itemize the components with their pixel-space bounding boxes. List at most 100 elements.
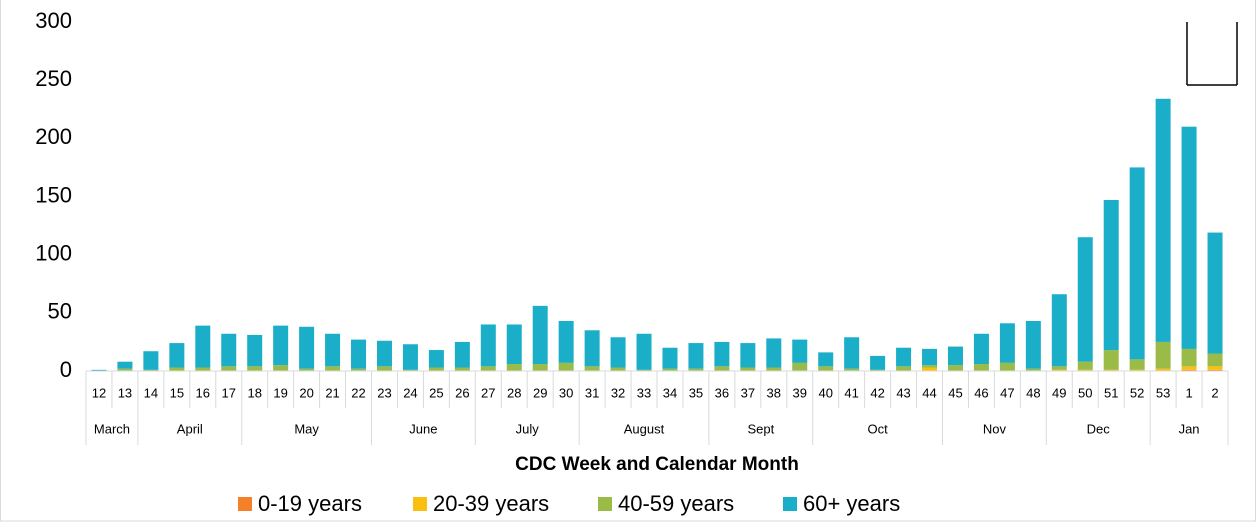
bar-segment <box>454 367 470 371</box>
x-tick-label: 44 <box>922 385 936 400</box>
bar-segment <box>1155 341 1171 369</box>
bar-segment <box>740 367 756 371</box>
x-tick-label: 15 <box>170 385 184 400</box>
bar-segment <box>428 367 444 371</box>
y-tick-label: 250 <box>35 66 72 91</box>
bar-segment <box>947 365 963 371</box>
bar-segment <box>351 339 367 369</box>
bar-segment <box>1207 353 1223 367</box>
bar-segment <box>221 366 237 371</box>
bar-segment <box>1077 361 1093 370</box>
x-tick-label: 33 <box>637 385 651 400</box>
bar-segment <box>558 320 574 363</box>
bar-segment <box>532 305 548 365</box>
x-tick-label: 47 <box>1000 385 1014 400</box>
bar-segment <box>1207 366 1223 370</box>
bar-segment <box>1207 232 1223 354</box>
bar-segment <box>1155 98 1171 342</box>
x-tick-label: 46 <box>974 385 988 400</box>
bar-segment <box>688 368 704 371</box>
bar-segment <box>480 366 496 371</box>
x-tick-label: 52 <box>1130 385 1144 400</box>
bar-segment <box>870 355 886 370</box>
x-group-label: Sept <box>747 421 774 436</box>
bar-segment <box>584 330 600 367</box>
bar-segment <box>325 333 341 367</box>
x-tick-label: 45 <box>948 385 962 400</box>
x-axis-title: CDC Week and Calendar Month <box>515 454 799 475</box>
legend-label: 60+ years <box>803 491 900 516</box>
x-tick-label: 27 <box>481 385 495 400</box>
bar-segment <box>376 340 392 367</box>
bar-segment <box>792 362 808 371</box>
bar-segment <box>532 364 548 371</box>
bar-segment <box>169 343 185 368</box>
x-tick-label: 21 <box>325 385 339 400</box>
bar-segment <box>1181 348 1197 367</box>
x-tick-label: 32 <box>611 385 625 400</box>
bar-segment <box>1181 126 1197 349</box>
legend-swatch <box>413 497 427 511</box>
x-tick-label: 50 <box>1078 385 1092 400</box>
bar-segment <box>844 337 860 369</box>
x-tick-label: 16 <box>196 385 210 400</box>
bar-segment <box>143 351 159 370</box>
x-tick-label: 51 <box>1104 385 1118 400</box>
bar-segment <box>818 352 834 367</box>
x-tick-label: 20 <box>299 385 313 400</box>
y-tick-label: 50 <box>48 299 72 324</box>
bar-segment <box>662 347 678 369</box>
x-group-label: March <box>94 421 130 436</box>
bar-segment <box>896 347 912 367</box>
bar-segment <box>1129 167 1145 360</box>
bar-segment <box>999 323 1015 363</box>
bar-segment <box>1051 366 1067 370</box>
bar-segment <box>299 326 315 369</box>
x-group-label: July <box>516 421 540 436</box>
legend-swatch <box>598 497 612 511</box>
bar-segment <box>1103 199 1119 351</box>
bracket <box>1186 22 1238 86</box>
bar-segment <box>402 344 418 370</box>
bar-segment <box>402 369 418 371</box>
x-tick-label: 2 <box>1211 385 1218 400</box>
bar-segment <box>117 368 133 371</box>
x-tick-label: 17 <box>222 385 236 400</box>
legend-label: 0-19 years <box>258 491 362 516</box>
bar-segment <box>351 368 367 371</box>
x-tick-label: 12 <box>92 385 106 400</box>
bar-segment <box>1129 359 1145 370</box>
x-tick-label: 22 <box>351 385 365 400</box>
bar-segment <box>973 333 989 365</box>
x-tick-label: 31 <box>585 385 599 400</box>
bar-segment <box>844 368 860 371</box>
x-group-label: April <box>177 421 203 436</box>
x-tick-label: 28 <box>507 385 521 400</box>
x-tick-label: 34 <box>663 385 677 400</box>
bar-segment <box>662 368 678 371</box>
bar-segment <box>1207 369 1223 371</box>
x-group-label: June <box>409 421 437 436</box>
bar-segment <box>454 341 470 368</box>
bar-segment <box>428 350 444 368</box>
x-group-label: Nov <box>983 421 1007 436</box>
x-tick-label: 40 <box>818 385 832 400</box>
x-group-label: Dec <box>1087 421 1111 436</box>
y-tick-label: 300 <box>35 8 72 33</box>
bar-segment <box>688 343 704 369</box>
bar-segment <box>221 333 237 367</box>
x-tick-label: 19 <box>273 385 287 400</box>
bar-segment <box>766 338 782 368</box>
bar-segment <box>792 339 808 363</box>
bar-segment <box>896 366 912 371</box>
x-tick-label: 36 <box>715 385 729 400</box>
x-tick-label: 1 <box>1185 385 1192 400</box>
x-group-label: August <box>624 421 665 436</box>
x-tick-label: 49 <box>1052 385 1066 400</box>
y-tick-label: 100 <box>35 240 72 265</box>
bar-segment <box>610 337 626 368</box>
bar-segment <box>636 369 652 371</box>
x-tick-label: 39 <box>793 385 807 400</box>
bar-segment <box>1103 369 1119 371</box>
bar-segment <box>558 362 574 371</box>
